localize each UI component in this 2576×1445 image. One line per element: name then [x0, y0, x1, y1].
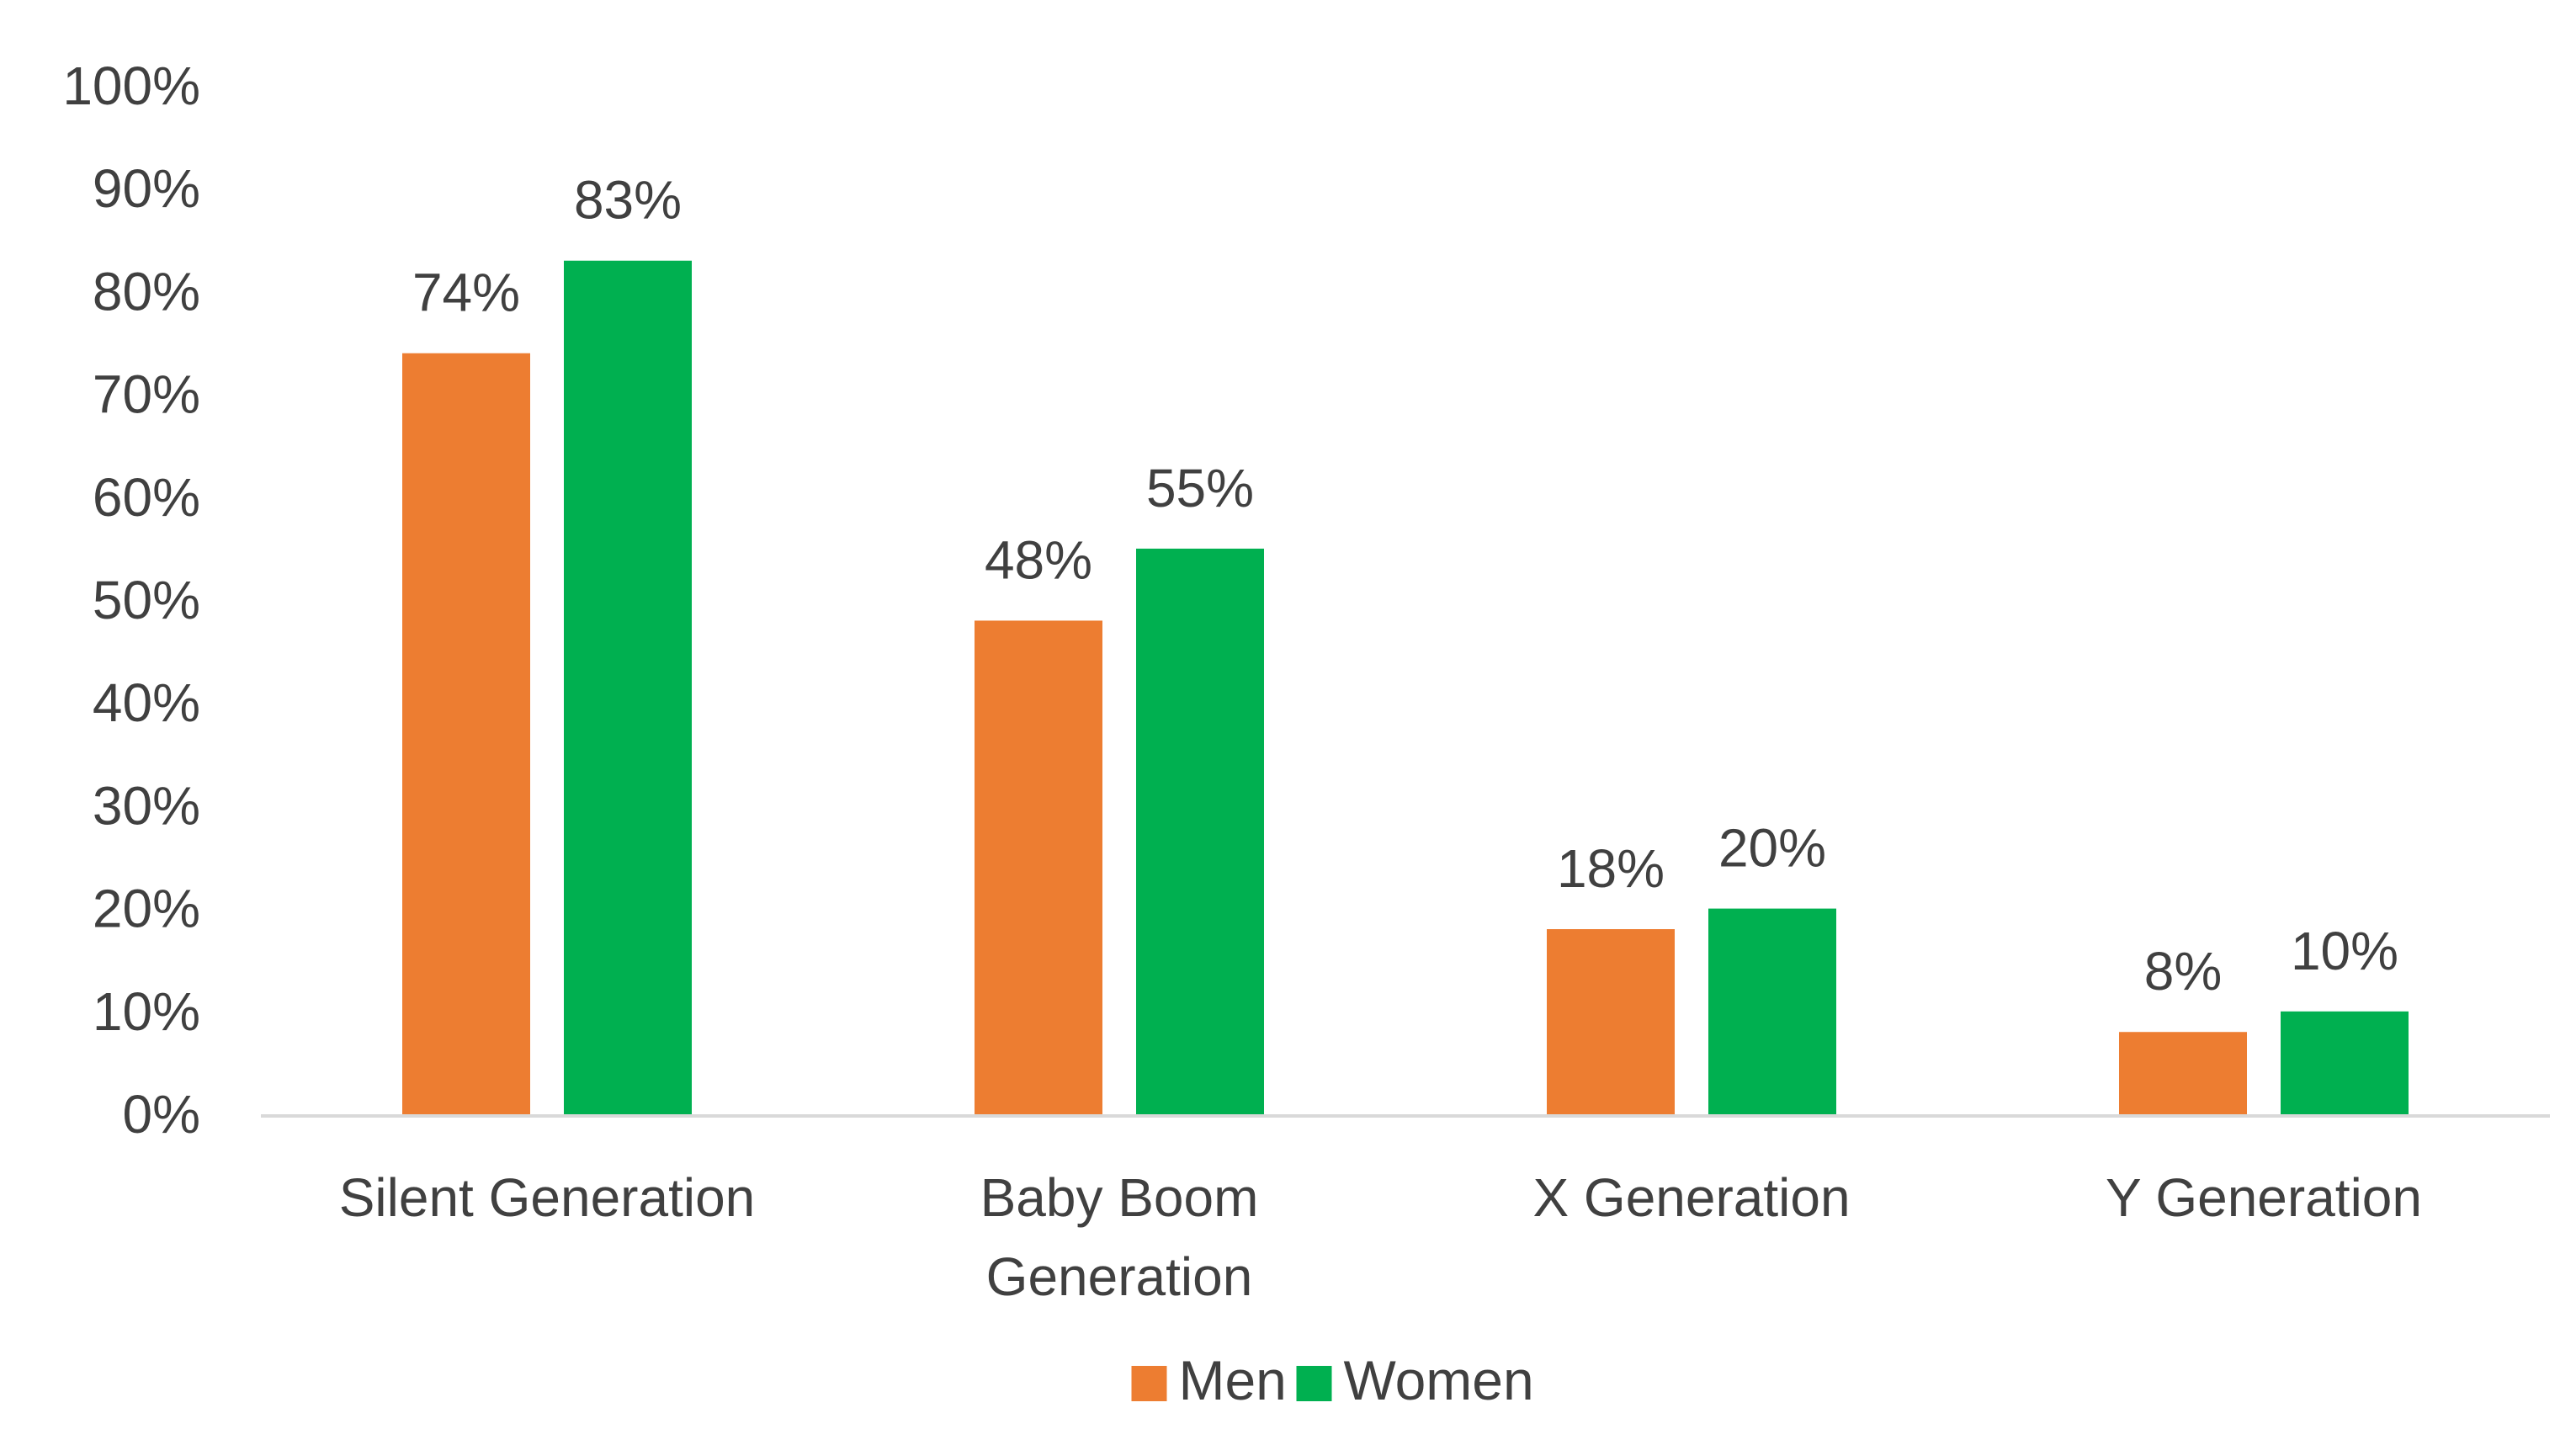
y-tick-label: 80%: [93, 261, 200, 321]
x-category-label-line: X Generation: [1532, 1167, 1850, 1228]
x-category-label-line: Y Generation: [2106, 1167, 2422, 1228]
y-tick-label: 70%: [93, 364, 200, 425]
y-tick-label: 60%: [93, 467, 200, 528]
x-category-label: Y Generation: [2106, 1167, 2422, 1228]
x-category-label-line: Baby Boom: [980, 1167, 1259, 1228]
y-tick-label: 90%: [93, 158, 200, 219]
data-label-women: 83%: [574, 170, 682, 231]
y-tick-label: 30%: [93, 775, 200, 836]
y-tick-label: 40%: [93, 672, 200, 733]
x-category-label: Silent Generation: [339, 1167, 756, 1228]
bar-men-2: [1547, 929, 1675, 1114]
x-category-label-line: Generation: [986, 1246, 1253, 1307]
bar-men-3: [2119, 1032, 2247, 1114]
bar-women-1: [1136, 548, 1264, 1114]
data-label-women: 10%: [2291, 921, 2398, 981]
y-tick-label: 100%: [62, 56, 200, 116]
y-tick-label: 0%: [123, 1084, 201, 1145]
legend-label-women: Women: [1344, 1349, 1534, 1411]
data-label-men: 48%: [985, 529, 1092, 590]
legend: Men Women: [1131, 1349, 1534, 1411]
bars-group: [402, 260, 2409, 1115]
bar-women-0: [564, 260, 692, 1114]
data-label-women: 20%: [1718, 818, 1826, 879]
x-category-label-line: Silent Generation: [339, 1167, 756, 1228]
data-labels-group: 74% 83% 48% 55% 18% 20% 8% 10%: [412, 170, 2398, 1002]
bar-women-2: [1708, 908, 1836, 1114]
x-category-label: X Generation: [1532, 1167, 1850, 1228]
data-label-men: 18%: [1557, 838, 1665, 899]
data-label-men: 8%: [2144, 941, 2223, 1001]
bar-men-1: [975, 620, 1102, 1114]
legend-swatch-women: [1296, 1366, 1332, 1401]
data-label-women: 55%: [1146, 458, 1254, 518]
y-tick-label: 10%: [93, 981, 200, 1042]
x-category-label: Baby Boom Generation: [980, 1167, 1259, 1307]
y-tick-label: 20%: [93, 879, 200, 939]
data-label-men: 74%: [412, 263, 520, 323]
y-axis-tick-labels: 0% 10% 20% 30% 40% 50% 60% 70% 80% 90% 100%: [62, 56, 200, 1145]
bar-women-3: [2281, 1011, 2409, 1114]
category-labels: Silent Generation Baby Boom Generation X Ge…: [339, 1167, 2422, 1307]
legend-swatch-men: [1131, 1366, 1167, 1401]
y-tick-label: 50%: [93, 570, 200, 630]
legend-label-men: Men: [1179, 1349, 1287, 1411]
bar-men-0: [402, 353, 530, 1115]
